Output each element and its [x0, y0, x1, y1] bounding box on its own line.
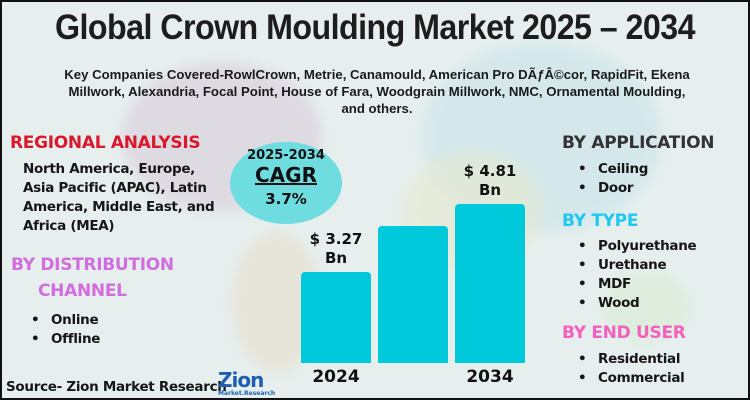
data-label-value: $ 3.27: [309, 229, 363, 248]
list-item: Urethane: [578, 256, 696, 275]
bar: [301, 271, 371, 363]
x-tick-label: 2034: [466, 367, 514, 387]
application-heading: BY APPLICATION: [562, 133, 715, 153]
distribution-list: OnlineOffline: [31, 311, 100, 349]
list-item: Online: [31, 311, 100, 330]
end-user-list: ResidentialCommercial: [578, 350, 685, 388]
distribution-heading: BY DISTRIBUTION: [11, 255, 174, 275]
data-label-unit: Bn: [324, 248, 348, 267]
bar: [455, 203, 525, 363]
logo-text: Zion: [218, 368, 264, 392]
list-item: Door: [578, 179, 648, 198]
regional-text: North America, Europe, Asia Pacific (APA…: [23, 161, 215, 234]
x-tick-label: 2024: [312, 367, 360, 387]
data-label: $ 3.27 Bn: [291, 230, 381, 268]
data-label: $ 4.81 Bn: [445, 162, 535, 200]
bar: [378, 226, 448, 363]
cagr-badge: 2025-2034 CAGR 3.7%: [230, 142, 342, 224]
list-item: Residential: [578, 350, 685, 369]
page-title: Global Crown Moulding Market 2025 – 2034: [54, 8, 696, 47]
end-user-heading: BY END USER: [562, 323, 686, 343]
cagr-period: 2025-2034: [247, 148, 325, 163]
list-item: Wood: [578, 294, 696, 313]
zion-logo: Zion Market.Research: [218, 368, 278, 398]
list-item: Offline: [31, 330, 100, 349]
key-companies: Key Companies Covered-RowlCrown, Metrie,…: [64, 67, 690, 116]
application-list: CeilingDoor: [578, 160, 648, 198]
type-heading: BY TYPE: [562, 211, 639, 231]
data-label-value: $ 4.81: [463, 161, 517, 180]
source: Source- Zion Market Research: [6, 379, 227, 395]
cagr-label: CAGR: [255, 163, 317, 187]
cagr-value: 3.7%: [265, 190, 307, 208]
list-item: Commercial: [578, 369, 685, 388]
regional-heading: REGIONAL ANALYSIS: [10, 133, 201, 153]
list-item: Ceiling: [578, 160, 648, 179]
logo-subtext: Market.Research: [218, 390, 276, 397]
distribution-heading-2: CHANNEL: [38, 281, 127, 301]
list-item: Polyurethane: [578, 237, 697, 256]
data-label-unit: Bn: [478, 180, 502, 199]
list-item: MDF: [578, 275, 696, 294]
type-list: PolyurethaneUrethaneMDFWood: [578, 237, 697, 313]
